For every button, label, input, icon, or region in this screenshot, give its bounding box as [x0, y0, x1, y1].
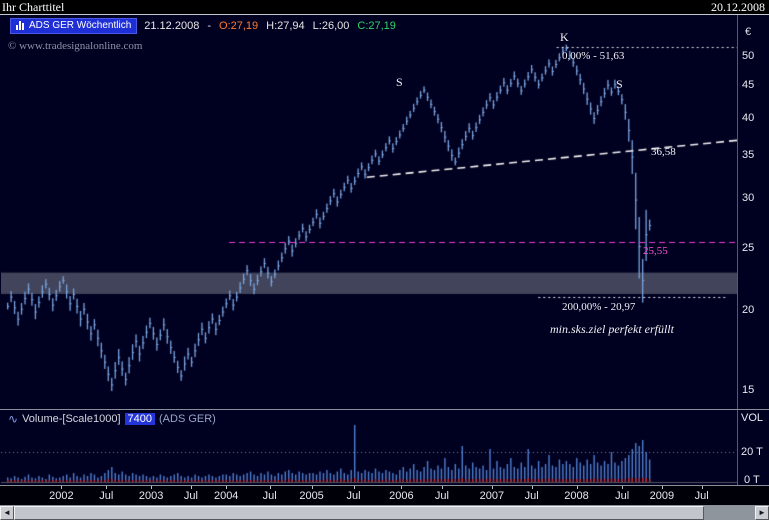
window-title: Ihr Charttitel [2, 0, 65, 14]
pane-separator [0, 409, 769, 410]
y-axis-tick: 40 [742, 111, 755, 124]
y-axis-tick: 25 [742, 242, 755, 255]
volume-indicator-name: Volume-[Scale1000] [22, 413, 121, 425]
x-axis-tickmark [311, 486, 313, 489]
volume-tick-0: 0 T [744, 474, 760, 486]
y-axis-tick: 45 [742, 79, 755, 92]
quote-date: 21.12.2008 [144, 19, 200, 32]
x-axis-tick: 2006 [389, 490, 414, 502]
price-chart-plot[interactable] [1, 15, 737, 409]
series-header: ADS GER Wöchentlich 21.12.2008 - O:27,19… [10, 17, 396, 34]
annotation-left-shoulder-label: S [396, 75, 403, 89]
y-axis-tick: 15 [742, 383, 755, 396]
y-axis-tick: 35 [742, 149, 755, 161]
series-chip[interactable]: ADS GER Wöchentlich [10, 17, 138, 34]
x-axis-tickmark [61, 486, 63, 489]
price-axis-unit: € [745, 26, 752, 38]
watermark: © www.tradesignalonline.com [8, 40, 143, 52]
x-axis-tickmark [151, 486, 153, 489]
annotation-neckline-value: 36,58 [651, 146, 676, 158]
horizontal-scrollbar[interactable]: ◄ ► [0, 506, 769, 520]
x-axis-tick: Jul [99, 490, 114, 502]
quote-low: L:26,00 [312, 19, 350, 32]
x-axis-tickmark [269, 486, 271, 489]
x-axis-tick: Jul [183, 490, 198, 502]
x-axis-tickmark [106, 486, 108, 489]
x-axis-tickmark [576, 486, 578, 489]
x-axis-tick: Jul [524, 490, 539, 502]
x-axis-tickmark [190, 486, 192, 489]
x-axis-tick: 2002 [49, 490, 74, 502]
price-pane: ADS GER Wöchentlich 21.12.2008 - O:27,19… [0, 15, 769, 409]
window-date: 20.12.2008 [711, 0, 765, 14]
titlebar: Ihr Charttitel 20.12.2008 [0, 0, 769, 14]
volume-axis-label: VOL [741, 412, 764, 424]
x-axis-tick: Jul [694, 490, 709, 502]
volume-tick-20: 20 T [741, 446, 763, 458]
x-axis-tick: 2009 [649, 490, 675, 502]
volume-pane: ∿ Volume-[Scale1000] 7400 (ADS GER) VOL … [0, 410, 769, 486]
right-axis-separator [737, 15, 738, 485]
chart-type-icon [16, 21, 25, 30]
quote-open: O:27,19 [219, 19, 259, 32]
quote-dash: - [207, 19, 211, 32]
x-axis-tick: Jul [262, 490, 277, 502]
annotation-fib200-label: 200,00% - 20,97 [562, 301, 636, 313]
x-axis-tick: 2008 [564, 490, 589, 502]
y-axis-tick: 30 [742, 191, 755, 204]
scrollbar-thumb[interactable] [14, 506, 704, 520]
x-axis-tick: 2004 [213, 490, 239, 502]
x-axis-tick: Jul [434, 490, 449, 502]
annotation-note: min.sks.ziel perfekt erfüllt [550, 322, 674, 336]
x-axis-tick: 2005 [299, 490, 324, 502]
x-axis-tick: 2003 [138, 490, 164, 502]
axis-separator [0, 485, 769, 486]
x-axis-tickmark [401, 486, 403, 489]
x-axis-tickmark [226, 486, 228, 489]
y-axis-tick: 50 [742, 50, 755, 63]
x-axis-tick: Jul [346, 490, 361, 502]
quote-high: H:27,94 [266, 19, 305, 32]
annotation-right-shoulder-label: S [616, 77, 623, 91]
x-axis-tickmark [353, 486, 355, 489]
scroll-right-icon[interactable]: ► [755, 506, 769, 520]
y-axis-tick: 20 [742, 304, 755, 317]
wave-icon: ∿ [8, 412, 19, 426]
x-axis-tick: 2007 [479, 490, 505, 502]
x-axis-tickmark [701, 486, 703, 489]
time-axis: 2002 Jul 2003 Jul 2004 Jul 2005 Jul 2006 Jul 2007 J… [0, 486, 769, 506]
titlebar-separator [0, 14, 769, 15]
volume-value-chip[interactable]: 7400 [124, 413, 155, 425]
quote-line: 21.12.2008 - O:27,19 H:27,94 L:26,00 C:2… [144, 20, 396, 32]
x-axis-tick: Jul [615, 490, 630, 502]
quote-close: C:27,19 [357, 19, 396, 32]
annotation-head-label: K [560, 30, 569, 44]
volume-chart-plot[interactable] [1, 410, 737, 485]
x-axis-tickmark [622, 486, 624, 489]
x-axis-tickmark [491, 486, 493, 489]
x-axis-tickmark [531, 486, 533, 489]
annotation-fib0-label: 0,00% - 51,63 [562, 50, 625, 62]
scrollbar-separator [0, 505, 769, 506]
x-axis-tickmark [661, 486, 663, 489]
scroll-left-icon[interactable]: ◄ [0, 506, 14, 520]
x-axis-tickmark [441, 486, 443, 489]
series-symbol-label: ADS GER Wöchentlich [29, 20, 132, 31]
volume-symbol-suffix: (ADS GER) [159, 413, 216, 425]
volume-header: ∿ Volume-[Scale1000] 7400 (ADS GER) [8, 412, 216, 426]
annotation-support-value: 25,55 [643, 245, 668, 257]
